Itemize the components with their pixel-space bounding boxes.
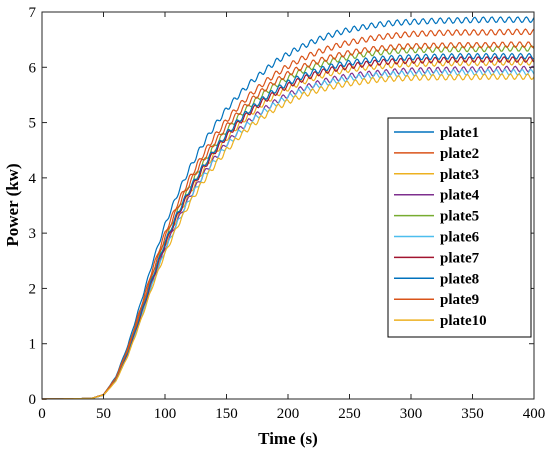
legend-label-plate5: plate5 bbox=[440, 209, 479, 225]
series-line-plate9 bbox=[42, 41, 535, 400]
legend-label-plate6: plate6 bbox=[440, 230, 480, 246]
y-tick-label: 6 bbox=[29, 60, 37, 76]
y-axis-title: Power (kw) bbox=[3, 163, 22, 246]
series-line-plate8 bbox=[42, 52, 535, 400]
legend-label-plate3: plate3 bbox=[440, 167, 479, 183]
y-tick-label: 5 bbox=[29, 116, 37, 132]
legend-label-plate9: plate9 bbox=[440, 292, 479, 308]
axis-ticks: 0 50 100 150 200 250 300 350 400 0 1 2 3 4 5 6 7 bbox=[29, 5, 546, 422]
x-tick-label: 100 bbox=[154, 406, 177, 422]
x-tick-label: 350 bbox=[461, 406, 484, 422]
legend-label-plate4: plate4 bbox=[440, 188, 480, 204]
legend-label-plate8: plate8 bbox=[440, 271, 479, 287]
x-tick-label: 300 bbox=[400, 406, 423, 422]
x-tick-label: 0 bbox=[38, 406, 46, 422]
y-tick-label: 0 bbox=[29, 392, 37, 408]
legend-label-plate10: plate10 bbox=[440, 313, 487, 329]
x-tick-label: 150 bbox=[215, 406, 238, 422]
legend-box bbox=[387, 117, 532, 338]
legend-label-plate2: plate2 bbox=[440, 146, 479, 162]
x-axis-title: Time (s) bbox=[258, 429, 318, 448]
legend-label-plate7: plate7 bbox=[440, 250, 480, 266]
x-tick-label: 50 bbox=[96, 406, 111, 422]
legend: plate1 plate2 plate3 plate4 plate5 plate6 plat… bbox=[387, 117, 532, 338]
plot-lines bbox=[42, 16, 535, 400]
y-tick-label: 1 bbox=[29, 337, 37, 353]
y-tick-label: 4 bbox=[29, 171, 37, 187]
x-tick-label: 400 bbox=[523, 406, 546, 422]
x-tick-label: 200 bbox=[277, 406, 300, 422]
y-tick-label: 7 bbox=[29, 5, 37, 21]
legend-label-plate1: plate1 bbox=[440, 125, 479, 141]
y-tick-label: 2 bbox=[29, 281, 37, 297]
series-line-plate10 bbox=[42, 73, 535, 400]
y-tick-label: 3 bbox=[29, 226, 37, 242]
series-line-plate1 bbox=[42, 16, 535, 400]
x-tick-label: 250 bbox=[338, 406, 361, 422]
